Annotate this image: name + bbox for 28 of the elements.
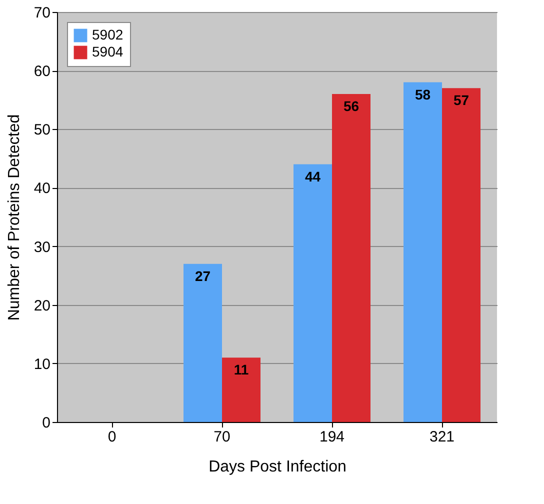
bar [294,164,332,422]
y-tick-label: 70 [34,4,50,22]
y-tick-label: 40 [34,180,50,198]
legend-label: 5904 [92,44,124,60]
x-tick-label: 194 [319,428,345,446]
bar [222,358,260,422]
x-tick-label: 321 [429,428,455,446]
legend-label: 5902 [92,26,124,42]
y-tick-label: 0 [42,414,50,432]
bar [404,82,442,422]
data-label: 44 [304,168,321,184]
bar [442,88,480,422]
bar [184,264,222,422]
y-axis-title: Number of Proteins Detected [6,114,23,321]
data-label: 58 [414,86,431,102]
data-label: 56 [343,98,360,114]
data-label: 57 [453,92,470,108]
data-label: 11 [234,362,249,378]
y-tick-label: 30 [34,238,50,256]
y-tick-label: 50 [34,122,50,139]
x-tick-label: 0 [108,428,116,446]
data-label: 27 [194,268,211,284]
x-tick-label: 70 [214,428,230,446]
bar [332,94,370,422]
y-tick-label: 10 [34,356,50,373]
y-tick-label: 20 [34,297,50,314]
x-axis-title: Days Post Infection [208,458,346,476]
y-tick-label: 60 [34,63,50,80]
